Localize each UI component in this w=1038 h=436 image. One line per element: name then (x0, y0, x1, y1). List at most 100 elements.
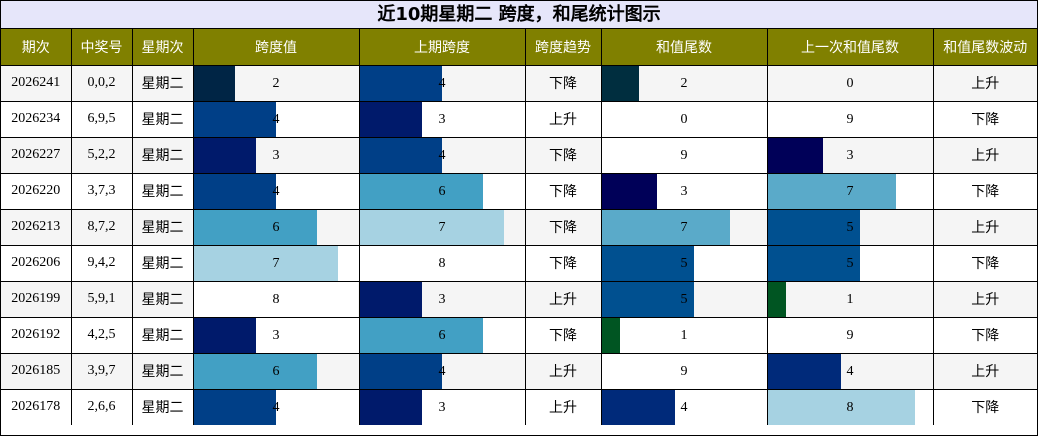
prev-sum-tail-bar (768, 282, 786, 316)
header-tail-trend: 和值尾数波动 (932, 29, 1037, 66)
tail-trend-cell: 下降 (932, 172, 1037, 210)
sum-tail-bar (602, 66, 639, 100)
prev-span-value: 3 (438, 291, 446, 307)
span-bar (194, 390, 276, 425)
prev-span-cell: 3 (358, 388, 526, 425)
period-cell: 2026241 (1, 64, 72, 102)
span-bar (194, 102, 276, 136)
sum-tail-cell: 7 (600, 208, 768, 246)
sum-tail-value: 9 (680, 147, 688, 163)
span-value: 6 (272, 219, 280, 235)
table-row: 2026199 5,9,1 星期二 8 3 上升 5 1 上升 (1, 280, 1037, 318)
prev-sum-tail-value: 9 (846, 327, 854, 343)
period-cell: 2026234 (1, 100, 72, 138)
prev-span-cell: 8 (358, 244, 526, 282)
header-span-trend: 跨度趋势 (524, 29, 602, 66)
span-cell: 3 (192, 316, 360, 354)
prev-span-cell: 4 (358, 352, 526, 390)
table-row: 2026185 3,9,7 星期二 6 4 上升 9 4 上升 (1, 352, 1037, 390)
sum-tail-value: 9 (680, 363, 688, 379)
prev-sum-tail-cell: 1 (766, 280, 934, 318)
table-row: 2026227 5,2,2 星期二 3 4 下降 9 3 上升 (1, 136, 1037, 174)
prev-sum-tail-value: 0 (846, 75, 854, 91)
span-value: 3 (272, 327, 280, 343)
span-bar (194, 354, 317, 388)
prev-span-cell: 3 (358, 100, 526, 138)
weekday-cell: 星期二 (131, 64, 194, 102)
prev-sum-tail-cell: 3 (766, 136, 934, 174)
prev-sum-tail-value: 4 (846, 363, 854, 379)
tail-trend-cell: 上升 (932, 352, 1037, 390)
span-bar (194, 138, 256, 172)
sum-tail-cell: 0 (600, 100, 768, 138)
table-row: 2026241 0,0,2 星期二 2 4 下降 2 0 上升 (1, 64, 1037, 102)
span-value: 7 (272, 255, 280, 271)
span-cell: 8 (192, 280, 360, 318)
prev-sum-tail-value: 8 (846, 399, 854, 415)
sum-tail-bar (602, 318, 620, 352)
sum-tail-bar (602, 354, 766, 388)
prev-span-value: 4 (438, 363, 446, 379)
sum-tail-value: 5 (680, 291, 688, 307)
table-row: 2026220 3,7,3 星期二 4 6 下降 3 7 下降 (1, 172, 1037, 210)
sum-tail-value: 5 (680, 255, 688, 271)
sum-tail-cell: 9 (600, 352, 768, 390)
span-bar (194, 174, 276, 208)
span-value: 3 (272, 147, 280, 163)
prev-span-bar (360, 66, 442, 100)
span-bar (194, 282, 358, 316)
prev-span-value: 3 (438, 399, 446, 415)
numbers-cell: 5,9,1 (70, 280, 133, 318)
span-trend-cell: 上升 (524, 280, 602, 318)
stats-table: 期次 中奖号 星期次 跨度值 上期跨度 跨度趋势 和值尾数 上一次和值尾数 和值… (1, 29, 1037, 425)
span-bar (194, 66, 235, 100)
prev-span-value: 8 (438, 255, 446, 271)
span-cell: 4 (192, 100, 360, 138)
period-cell: 2026178 (1, 388, 72, 425)
span-bar (194, 246, 338, 280)
header-period: 期次 (1, 29, 72, 66)
span-value: 8 (272, 291, 280, 307)
prev-span-value: 4 (438, 147, 446, 163)
prev-span-cell: 3 (358, 280, 526, 318)
sum-tail-value: 1 (680, 327, 688, 343)
prev-sum-tail-bar (768, 318, 932, 352)
prev-span-cell: 4 (358, 136, 526, 174)
prev-sum-tail-value: 3 (846, 147, 854, 163)
span-cell: 4 (192, 172, 360, 210)
sum-tail-bar (602, 282, 694, 316)
prev-span-bar (360, 282, 422, 316)
prev-sum-tail-value: 5 (846, 219, 854, 235)
sum-tail-value: 7 (680, 219, 688, 235)
span-cell: 7 (192, 244, 360, 282)
weekday-cell: 星期二 (131, 136, 194, 174)
prev-span-bar (360, 246, 524, 280)
tail-trend-cell: 上升 (932, 136, 1037, 174)
weekday-cell: 星期二 (131, 208, 194, 246)
span-trend-cell: 下降 (524, 208, 602, 246)
prev-sum-tail-value: 9 (846, 111, 854, 127)
span-value: 4 (272, 111, 280, 127)
prev-sum-tail-bar (768, 390, 915, 425)
prev-span-bar (360, 318, 483, 352)
prev-span-value: 7 (438, 219, 446, 235)
span-trend-cell: 上升 (524, 100, 602, 138)
prev-sum-tail-cell: 7 (766, 172, 934, 210)
tail-trend-cell: 下降 (932, 100, 1037, 138)
header-prev-span: 上期跨度 (358, 29, 526, 66)
period-cell: 2026227 (1, 136, 72, 174)
span-trend-cell: 下降 (524, 316, 602, 354)
table-body: 2026241 0,0,2 星期二 2 4 下降 2 0 上升 2026234 6,9,5 星期二 4 3… (1, 64, 1037, 425)
numbers-cell: 8,7,2 (70, 208, 133, 246)
sum-tail-cell: 2 (600, 64, 768, 102)
sum-tail-bar (602, 246, 694, 280)
span-value: 4 (272, 399, 280, 415)
tail-trend-cell: 上升 (932, 64, 1037, 102)
sum-tail-cell: 4 (600, 388, 768, 425)
prev-sum-tail-bar (768, 174, 896, 208)
sum-tail-cell: 3 (600, 172, 768, 210)
prev-sum-tail-bar (768, 102, 932, 136)
prev-sum-tail-cell: 4 (766, 352, 934, 390)
header-span: 跨度值 (192, 29, 360, 66)
